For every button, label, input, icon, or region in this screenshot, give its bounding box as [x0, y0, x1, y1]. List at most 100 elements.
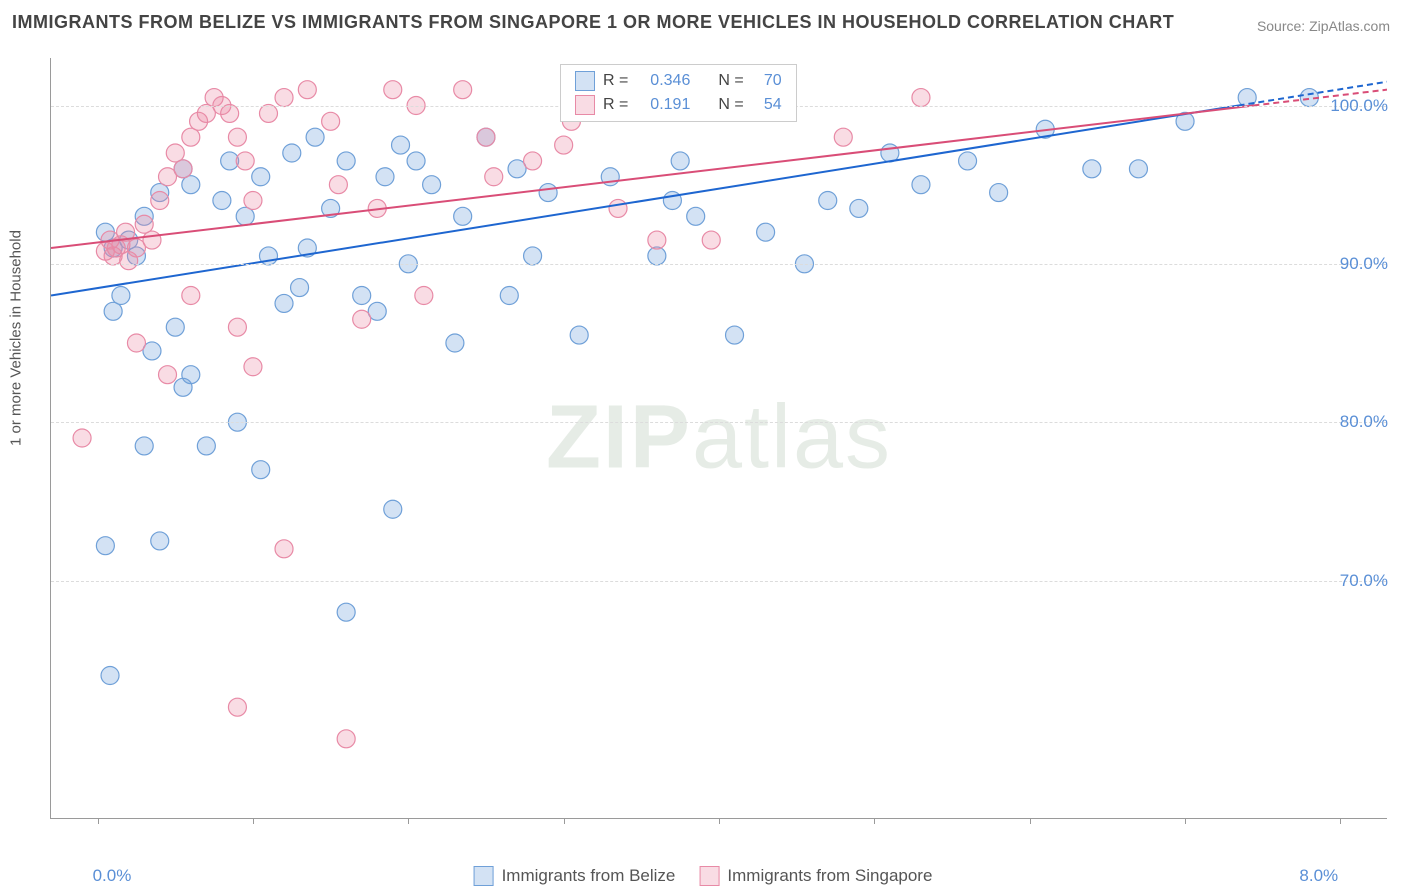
correlation-legend: R = 0.346 N = 70 R = 0.191 N = 54: [560, 64, 797, 122]
data-point-belize: [384, 500, 402, 518]
data-point-singapore: [174, 160, 192, 178]
y-tick-label: 100.0%: [1330, 96, 1388, 116]
swatch-singapore: [699, 866, 719, 886]
x-tick-label-max: 8.0%: [1299, 866, 1338, 886]
n-label: N =: [718, 96, 743, 114]
data-point-belize: [353, 287, 371, 305]
data-point-singapore: [182, 287, 200, 305]
data-point-belize: [337, 152, 355, 170]
data-point-belize: [182, 176, 200, 194]
data-point-belize: [819, 192, 837, 210]
data-point-belize: [275, 294, 293, 312]
data-point-belize: [96, 537, 114, 555]
data-point-belize: [959, 152, 977, 170]
swatch-belize: [474, 866, 494, 886]
data-point-belize: [291, 279, 309, 297]
data-point-belize: [524, 247, 542, 265]
data-point-belize: [151, 532, 169, 550]
y-tick-label: 90.0%: [1340, 254, 1388, 274]
data-point-singapore: [485, 168, 503, 186]
data-point-singapore: [166, 144, 184, 162]
data-point-belize: [687, 207, 705, 225]
data-point-singapore: [912, 89, 930, 107]
swatch-belize: [575, 71, 595, 91]
data-point-belize: [112, 287, 130, 305]
y-tick-label: 70.0%: [1340, 571, 1388, 591]
data-point-belize: [446, 334, 464, 352]
data-point-belize: [337, 603, 355, 621]
data-point-belize: [135, 437, 153, 455]
y-axis-label: 1 or more Vehicles in Household: [8, 230, 25, 446]
data-point-singapore: [73, 429, 91, 447]
data-point-singapore: [244, 192, 262, 210]
data-point-belize: [252, 461, 270, 479]
x-tick: [253, 818, 254, 824]
data-point-belize: [213, 192, 231, 210]
data-point-singapore: [609, 199, 627, 217]
r-value-belize: 0.346: [636, 72, 690, 90]
gridline-h: [51, 581, 1387, 582]
data-point-singapore: [648, 231, 666, 249]
data-point-singapore: [151, 192, 169, 210]
data-point-singapore: [322, 112, 340, 130]
data-point-belize: [990, 184, 1008, 202]
data-point-belize: [306, 128, 324, 146]
x-tick: [874, 818, 875, 824]
legend-item-singapore: Immigrants from Singapore: [699, 866, 932, 886]
data-point-belize: [539, 184, 557, 202]
data-point-belize: [1129, 160, 1147, 178]
legend-label-belize: Immigrants from Belize: [502, 866, 676, 886]
data-point-singapore: [353, 310, 371, 328]
x-tick: [564, 818, 565, 824]
legend-row-belize: R = 0.346 N = 70: [575, 69, 782, 93]
data-point-belize: [283, 144, 301, 162]
data-point-belize: [1083, 160, 1101, 178]
data-point-belize: [671, 152, 689, 170]
x-tick: [408, 818, 409, 824]
x-tick-label-min: 0.0%: [93, 866, 132, 886]
data-point-singapore: [275, 89, 293, 107]
swatch-singapore: [575, 95, 595, 115]
legend-item-belize: Immigrants from Belize: [474, 866, 676, 886]
data-point-singapore: [454, 81, 472, 99]
data-point-singapore: [555, 136, 573, 154]
data-point-singapore: [221, 104, 239, 122]
x-tick: [1030, 818, 1031, 824]
data-point-singapore: [244, 358, 262, 376]
data-point-belize: [104, 302, 122, 320]
data-point-belize: [392, 136, 410, 154]
data-point-singapore: [228, 128, 246, 146]
data-point-belize: [912, 176, 930, 194]
data-point-belize: [236, 207, 254, 225]
gridline-h: [51, 422, 1387, 423]
data-point-belize: [376, 168, 394, 186]
data-point-belize: [182, 366, 200, 384]
data-point-belize: [407, 152, 425, 170]
legend-label-singapore: Immigrants from Singapore: [727, 866, 932, 886]
data-point-belize: [423, 176, 441, 194]
n-value-belize: 70: [752, 72, 782, 90]
data-point-singapore: [228, 318, 246, 336]
r-label: R =: [603, 72, 628, 90]
data-point-belize: [726, 326, 744, 344]
scatter-svg: [51, 58, 1387, 818]
trend-line-singapore: [51, 106, 1253, 249]
data-point-singapore: [127, 334, 145, 352]
data-point-singapore: [834, 128, 852, 146]
data-point-belize: [454, 207, 472, 225]
x-tick: [719, 818, 720, 824]
gridline-h: [51, 264, 1387, 265]
chart-title: IMMIGRANTS FROM BELIZE VS IMMIGRANTS FRO…: [12, 12, 1174, 33]
n-value-singapore: 54: [752, 96, 782, 114]
data-point-singapore: [384, 81, 402, 99]
source-label: Source:: [1257, 18, 1309, 34]
data-point-singapore: [415, 287, 433, 305]
data-point-singapore: [143, 231, 161, 249]
chart-plot-area: ZIPatlas: [50, 58, 1387, 819]
data-point-singapore: [259, 104, 277, 122]
r-value-singapore: 0.191: [636, 96, 690, 114]
data-point-belize: [166, 318, 184, 336]
y-tick-label: 80.0%: [1340, 412, 1388, 432]
data-point-singapore: [159, 366, 177, 384]
x-tick: [98, 818, 99, 824]
